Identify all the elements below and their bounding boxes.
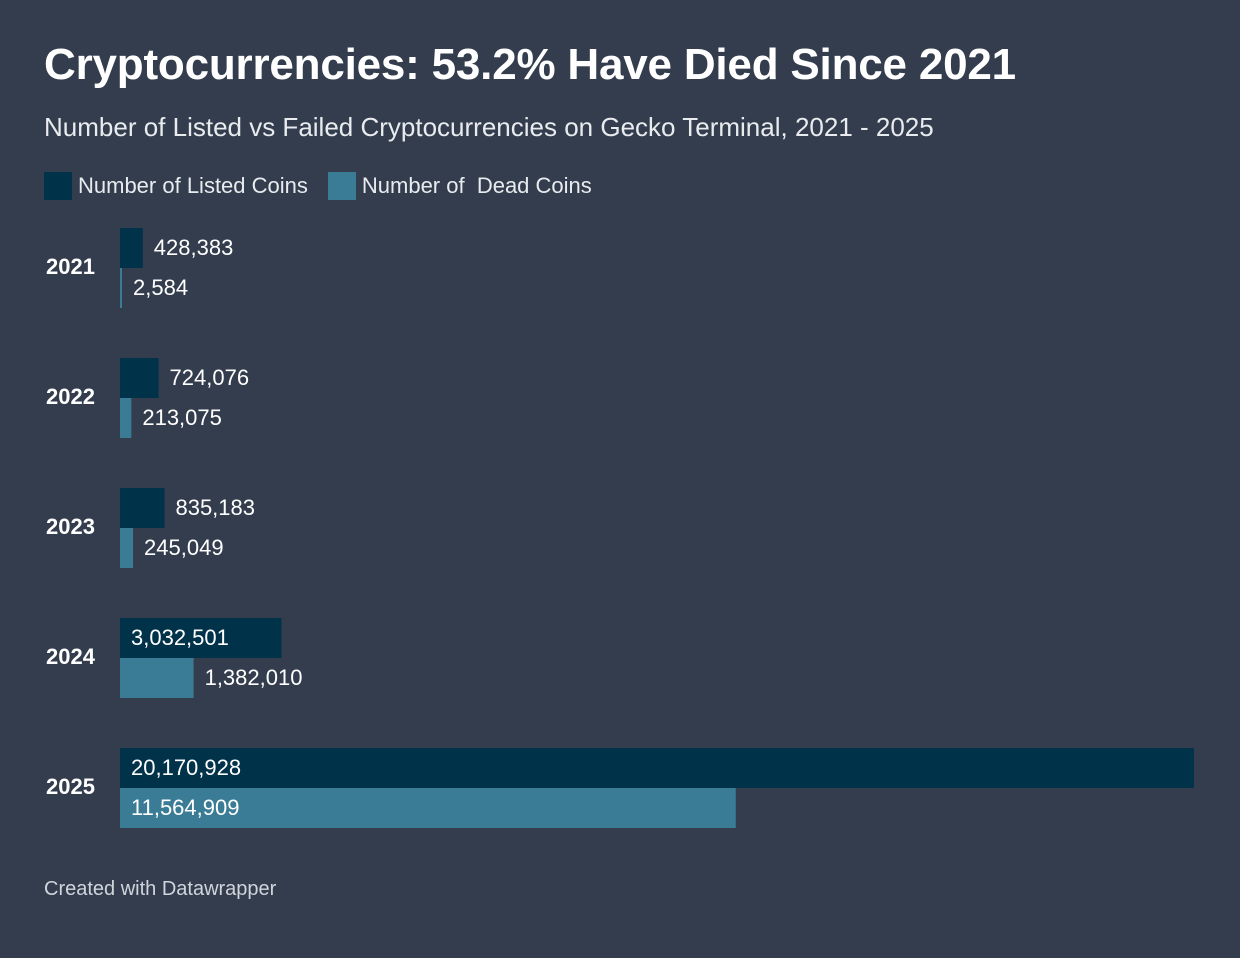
category-label: 2023 [46,514,95,539]
data-label-dead: 213,075 [142,405,222,430]
legend-item-listed: Number of Listed Coins [44,172,308,200]
bar-listed [120,228,143,268]
data-label-listed: 724,076 [170,365,250,390]
data-label-dead: 1,382,010 [205,665,303,690]
legend-swatch-listed [44,172,72,200]
bar-dead [120,398,132,438]
category-label: 2025 [46,774,95,799]
bar-listed [120,358,159,398]
legend-swatch-dead [327,172,356,200]
data-label-dead: 245,049 [144,535,224,560]
bar-listed [120,488,165,528]
category-label: 2024 [46,644,96,669]
legend-label-dead: Number of Dead Coins [361,173,592,198]
bar-dead [120,788,736,828]
chart-subtitle: Number of Listed vs Failed Cryptocurrenc… [44,112,934,142]
chart-title: Cryptocurrencies: 53.2% Have Died Since … [44,40,1016,89]
legend-label-listed: Number of Listed Coins [78,173,308,198]
data-label-dead: 2,584 [133,275,188,300]
data-label-dead: 11,564,909 [131,795,239,820]
legend-item-dead: Number of Dead Coins [327,172,592,200]
category-label: 2022 [46,384,95,409]
data-label-listed: 835,183 [175,495,255,520]
bar-listed [120,618,282,658]
bar-dead [120,528,134,568]
data-label-listed: 428,383 [154,235,234,260]
bar-listed [120,748,1194,788]
data-label-listed: 20,170,928 [131,755,241,780]
category-label: 2021 [46,254,95,279]
bar-dead [120,268,122,308]
bar-dead [120,658,194,698]
data-label-listed: 3,032,501 [131,625,229,650]
footer-credit: Created with Datawrapper [44,878,277,900]
legend: Number of Listed Coins Number of Dead Co… [44,172,612,200]
